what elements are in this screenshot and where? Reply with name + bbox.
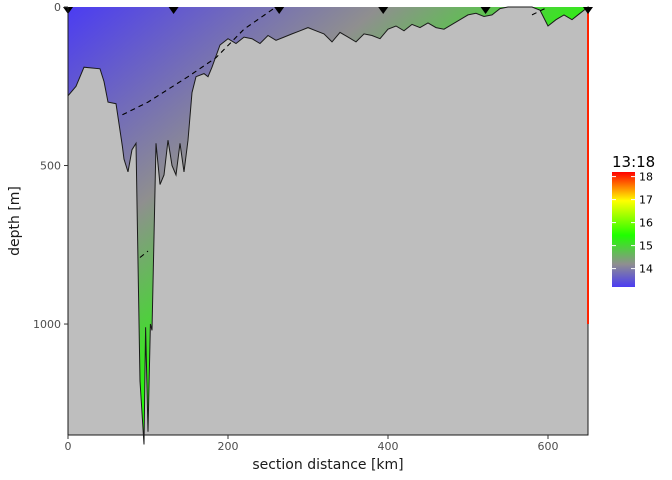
x-tick-label: 400 [378, 440, 399, 453]
colorbar-tick-label: 17 [639, 194, 653, 207]
station-marker [480, 7, 491, 14]
colorbar-tick-label: 14 [639, 263, 653, 276]
plot-panel [63, 5, 593, 445]
isotherm-lines [122, 6, 549, 258]
y-tick-label: 0 [54, 1, 61, 14]
station-markers [63, 7, 593, 14]
colorbar-tick-label: 15 [639, 240, 653, 253]
x-axis-title: section distance [km] [252, 457, 403, 473]
colorbar-tick-label: 16 [639, 217, 653, 230]
station-marker [168, 7, 179, 14]
x-axis-ticks: 0 200 400 600 [65, 435, 559, 453]
x-tick-label: 200 [218, 440, 239, 453]
colorbar-ticks: 14 15 16 17 18 [612, 171, 653, 276]
axes: 0 200 400 600 0 500 1000 section distance [km… [7, 1, 588, 473]
y-tick-label: 500 [40, 160, 61, 173]
station-marker [583, 7, 593, 14]
x-tick-label: 0 [65, 440, 72, 453]
seabed-area [67, 5, 589, 445]
colorbar-swatch [612, 172, 635, 287]
y-axis-title: depth [m] [7, 186, 23, 256]
isotherm-line [122, 6, 277, 116]
isotherm-line [531, 6, 549, 16]
y-axis-ticks: 0 500 1000 [33, 1, 68, 331]
colorbar-legend: 13:18 14 15 16 17 18 [612, 153, 655, 287]
y-tick-label: 1000 [33, 318, 61, 331]
x-tick-label: 600 [538, 440, 559, 453]
colorbar-title: 13:18 [612, 153, 655, 171]
isotherm-line [139, 250, 149, 258]
station-marker [378, 7, 389, 14]
station-marker [274, 7, 285, 14]
colorbar-tick-label: 18 [639, 171, 653, 184]
